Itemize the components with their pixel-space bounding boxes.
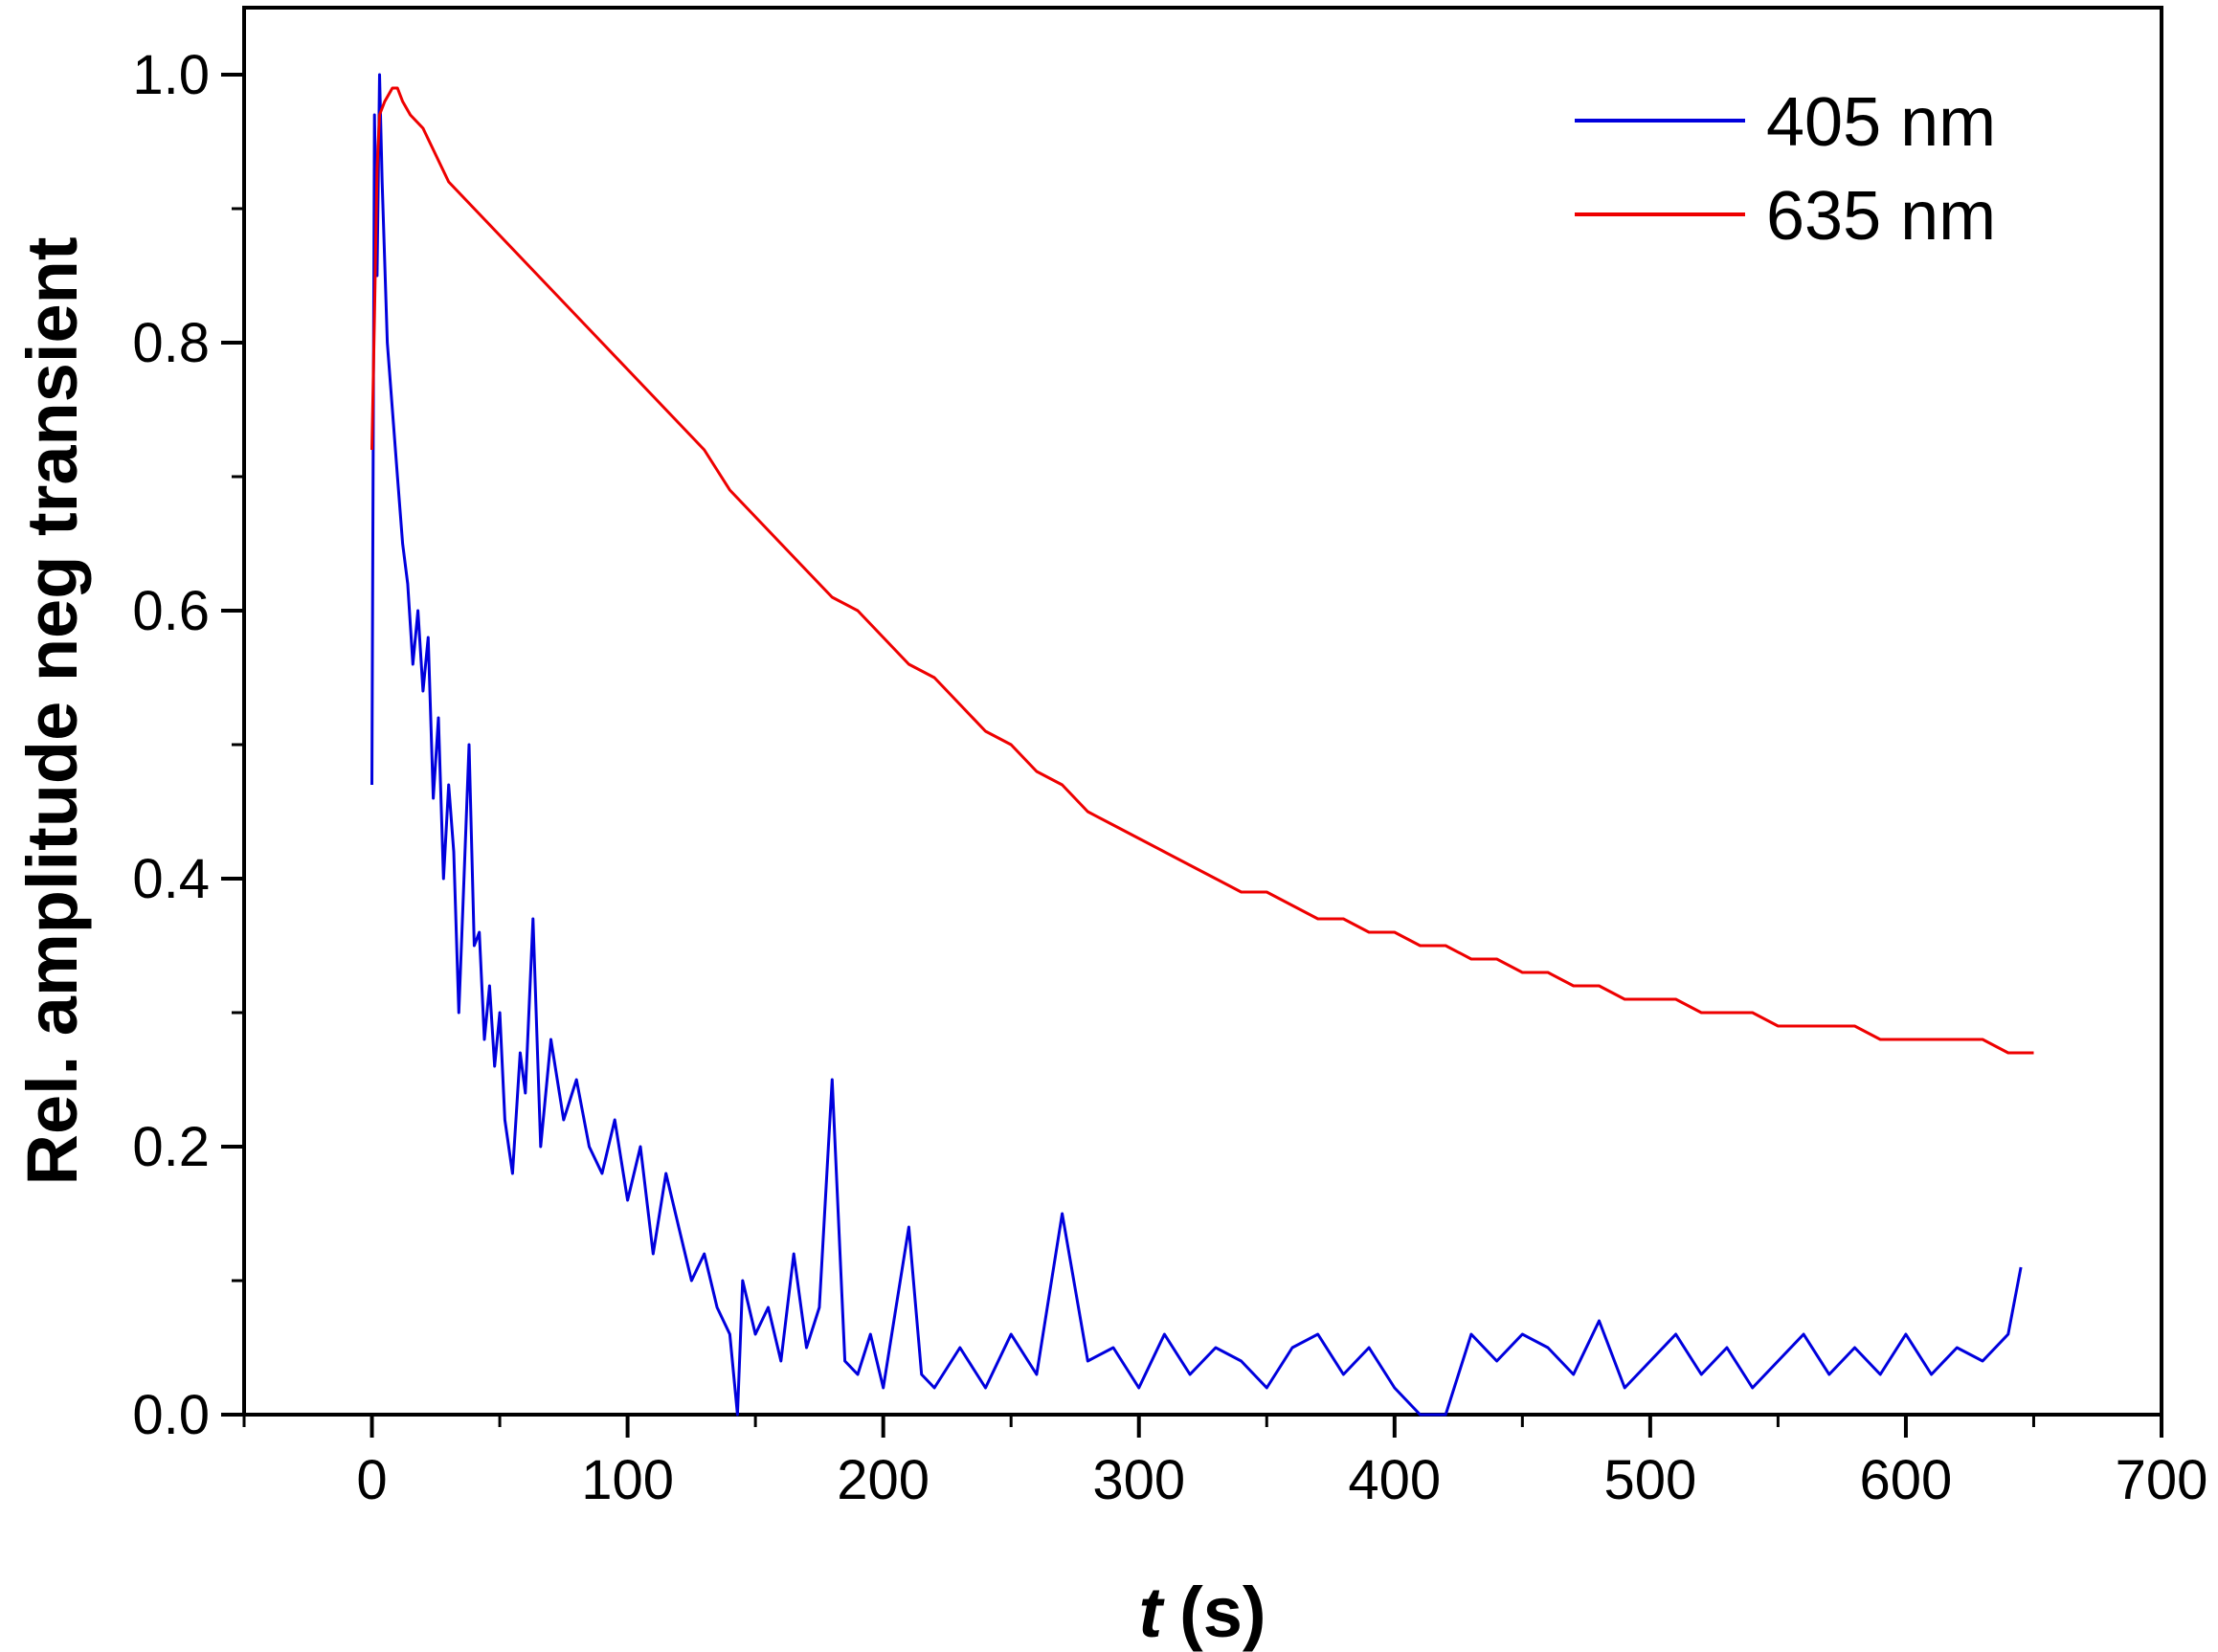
y-tick-label: 0.8 [132,312,210,374]
y-tick-label: 1.0 [132,44,210,106]
x-axis-unit: (s) [1179,1573,1266,1652]
x-tick-label: 700 [2116,1449,2208,1511]
x-tick-label: 500 [1603,1449,1696,1511]
legend: 405 nm 635 nm [1575,84,1996,255]
series-line-635-nm [370,86,2034,1055]
x-tick-label: 100 [581,1449,674,1511]
x-axis-variable: t [1138,1573,1165,1652]
y-axis-title: Rel. amplitude neg transient [12,237,92,1186]
plot-frame [242,6,2163,1417]
axis-ticks: 0 100 200 300 400 500 600 700 0.0 0.2 0.4 0.6 0.8 1.0 [132,44,2207,1511]
series-line-405-nm [370,73,2023,1417]
y-tick-label: 0.2 [132,1116,210,1178]
x-tick-label: 400 [1348,1449,1441,1511]
x-tick-label: 200 [837,1449,930,1511]
x-tick-label: 600 [1860,1449,1953,1511]
x-axis-title: t (s) [1138,1573,1266,1652]
y-tick-label: 0.6 [132,580,210,642]
legend-label-405-nm: 405 nm [1766,84,1996,161]
x-tick-label: 0 [356,1449,387,1511]
legend-label-635-nm: 635 nm [1766,178,1996,255]
x-tick-label: 300 [1092,1449,1185,1511]
y-tick-label: 0.0 [132,1384,210,1446]
y-tick-label: 0.4 [132,848,210,910]
series-layer [370,73,2034,1417]
